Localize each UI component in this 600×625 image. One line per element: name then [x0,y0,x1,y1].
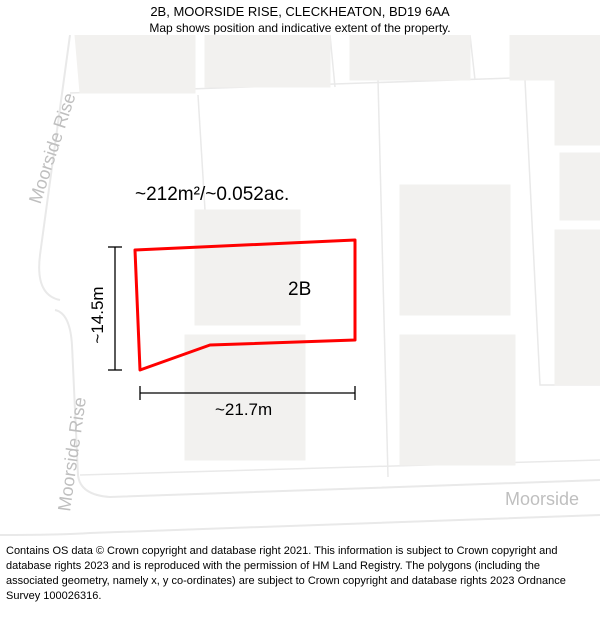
page-title: 2B, MOORSIDE RISE, CLECKHEATON, BD19 6AA [0,4,600,19]
map-canvas: ~21.7m~14.5m~212m²/~0.052ac.2BMoorside R… [0,35,600,540]
page-subtitle: Map shows position and indicative extent… [0,21,600,35]
copyright-footer: Contains OS data © Crown copyright and d… [0,540,600,603]
road-label-moorside: Moorside [505,489,579,509]
parcel-label: 2B [288,279,311,300]
area-label: ~212m²/~0.052ac. [135,184,289,205]
header: 2B, MOORSIDE RISE, CLECKHEATON, BD19 6AA… [0,0,600,35]
height-dimension: ~14.5m [88,286,107,343]
width-dimension: ~21.7m [215,400,272,419]
